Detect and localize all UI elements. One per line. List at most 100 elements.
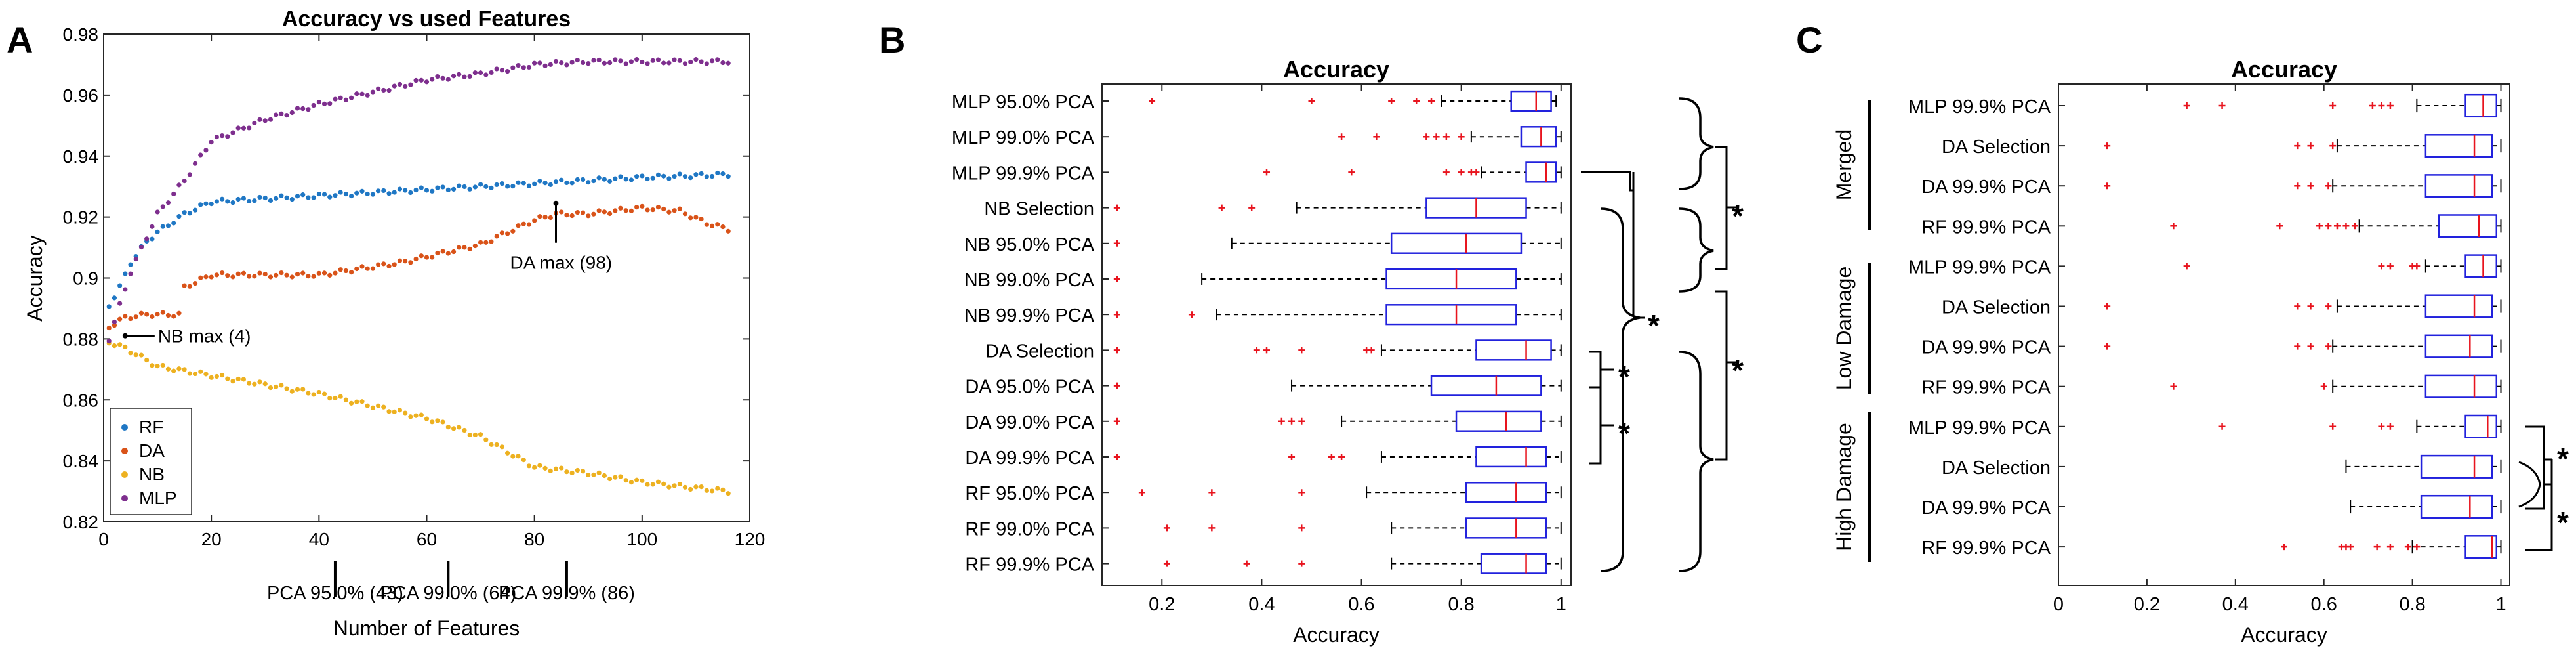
point-mlp — [640, 59, 645, 65]
point-mlp — [155, 209, 160, 215]
point-mlp — [133, 257, 138, 262]
point-rf — [316, 192, 321, 197]
outlier-marker — [2325, 182, 2332, 190]
point-nb — [445, 425, 451, 430]
iqr-box — [1455, 410, 1542, 432]
point-da — [419, 253, 424, 259]
x-tick-label: 80 — [524, 529, 544, 549]
point-da — [586, 213, 591, 219]
panel-b-axes-box — [1101, 83, 1572, 586]
point-mlp — [499, 68, 505, 73]
iqr-box — [1390, 232, 1523, 254]
point-da — [693, 215, 699, 220]
point-mlp — [403, 83, 408, 89]
point-nb — [150, 363, 155, 368]
outlier-marker — [2386, 423, 2394, 430]
row-label: DA 99.9% PCA — [1921, 337, 2051, 358]
point-rf — [348, 193, 354, 199]
iqr-box — [2424, 334, 2493, 358]
point-nb — [709, 488, 715, 494]
panel-a-legend: RF DA NB MLP — [110, 408, 192, 515]
point-da — [133, 314, 138, 320]
y-tick-label: 0.84 — [63, 451, 99, 471]
outlier-marker — [2333, 223, 2341, 230]
point-nb — [403, 410, 408, 416]
point-da — [505, 231, 510, 236]
point-da — [489, 239, 494, 244]
row-label: RF 99.0% PCA — [965, 519, 1094, 540]
point-nb — [580, 469, 586, 474]
point-nb — [225, 376, 230, 381]
iqr-box — [1520, 126, 1557, 148]
point-rf — [176, 213, 182, 219]
point-nb — [634, 477, 640, 482]
outlier-marker — [2307, 182, 2314, 190]
point-mlp — [548, 62, 553, 67]
point-da — [445, 251, 451, 256]
outlier-marker — [1163, 524, 1170, 532]
row-label: DA 99.0% PCA — [965, 412, 1094, 433]
point-mlp — [451, 74, 457, 79]
sig-star-4: * — [1732, 199, 1744, 233]
point-da — [682, 211, 688, 217]
point-nb — [542, 465, 548, 471]
group-label-high-damage: High Damage — [1832, 423, 1856, 551]
point-da — [187, 284, 192, 289]
point-nb — [247, 381, 252, 386]
point-mlp — [209, 140, 214, 145]
point-mlp — [602, 60, 607, 66]
outlier-marker — [1149, 98, 1156, 104]
box-row: NB 99.9% PCA — [964, 304, 1562, 326]
point-mlp — [435, 74, 440, 79]
point-da — [666, 209, 672, 215]
point-mlp — [478, 70, 483, 75]
point-rf — [650, 175, 655, 181]
legend-marker-nb — [121, 471, 128, 478]
point-da — [569, 213, 575, 219]
point-da — [203, 274, 209, 280]
point-mlp — [343, 97, 348, 102]
point-da — [537, 214, 542, 219]
box-row: NB Selection — [984, 197, 1562, 220]
iqr-box — [1385, 304, 1517, 326]
panel-b-title: Accuracy — [1283, 56, 1389, 83]
point-mlp — [532, 60, 537, 66]
point-mlp — [510, 65, 516, 70]
point-rf — [279, 193, 284, 198]
point-nb — [165, 366, 171, 372]
point-mlp — [311, 102, 316, 108]
point-da — [354, 266, 359, 272]
point-nb — [715, 486, 720, 491]
point-rf — [300, 192, 306, 198]
point-nb — [338, 394, 343, 399]
point-mlp — [467, 74, 472, 79]
outlier-marker — [1373, 133, 1380, 140]
row-label: DA Selection — [1942, 297, 2051, 318]
outlier-marker — [2378, 102, 2385, 109]
point-da — [564, 213, 569, 218]
point-da — [209, 274, 214, 280]
outlier-marker — [1473, 169, 1480, 176]
panel-a-scatter-chart: Accuracy vs used Features Number of Feat… — [23, 7, 765, 640]
point-mlp — [279, 111, 284, 116]
point-rf — [235, 196, 241, 202]
outlier-marker — [1163, 560, 1170, 567]
outlier-marker — [1113, 240, 1120, 247]
point-rf — [634, 174, 640, 179]
outlier-marker — [1388, 98, 1395, 104]
outlier-marker — [2307, 343, 2314, 350]
outlier-marker — [1328, 454, 1335, 460]
row-label: RF 99.9% PCA — [1921, 217, 2051, 238]
y-tick-label: 0.82 — [63, 512, 99, 532]
point-mlp — [613, 57, 618, 62]
outlier-marker — [1208, 524, 1216, 532]
outlier-marker — [2325, 223, 2332, 230]
point-da — [338, 267, 343, 272]
point-da — [214, 272, 219, 278]
point-nb — [575, 467, 580, 473]
panel-a-points — [106, 56, 731, 496]
legend-marker-mlp — [121, 495, 128, 501]
point-da — [709, 223, 715, 228]
point-nb — [230, 379, 235, 384]
da-max-label: DA max (98) — [510, 253, 613, 273]
